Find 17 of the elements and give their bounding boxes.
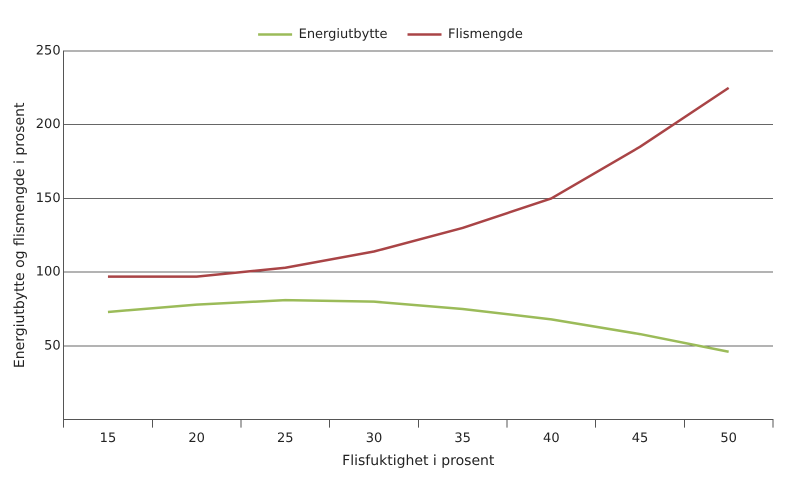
y-tick-label: 200 [36,117,61,132]
legend-label: Flismengde [448,26,523,42]
legend-label: Energiutbytte [298,26,388,42]
x-tick-label: 15 [100,430,116,446]
x-tick-label: 30 [366,430,382,446]
x-tick-label: 20 [188,430,205,446]
y-tick-label: 100 [36,264,61,280]
x-tick-label: 25 [277,430,294,446]
x-axis-title: Flisfuktighet i prosent [342,453,495,470]
y-tick-label: 50 [44,338,61,354]
y-tick-label: 150 [36,190,61,206]
x-tick-label: 50 [720,430,737,446]
x-tick-label: 35 [454,430,471,446]
x-tick-label: 40 [543,430,560,446]
x-tick-label: 45 [632,430,648,446]
y-axis-title: Energiutbytte og flismengde i prosent [12,102,28,368]
y-tick-label: 250 [36,43,61,58]
